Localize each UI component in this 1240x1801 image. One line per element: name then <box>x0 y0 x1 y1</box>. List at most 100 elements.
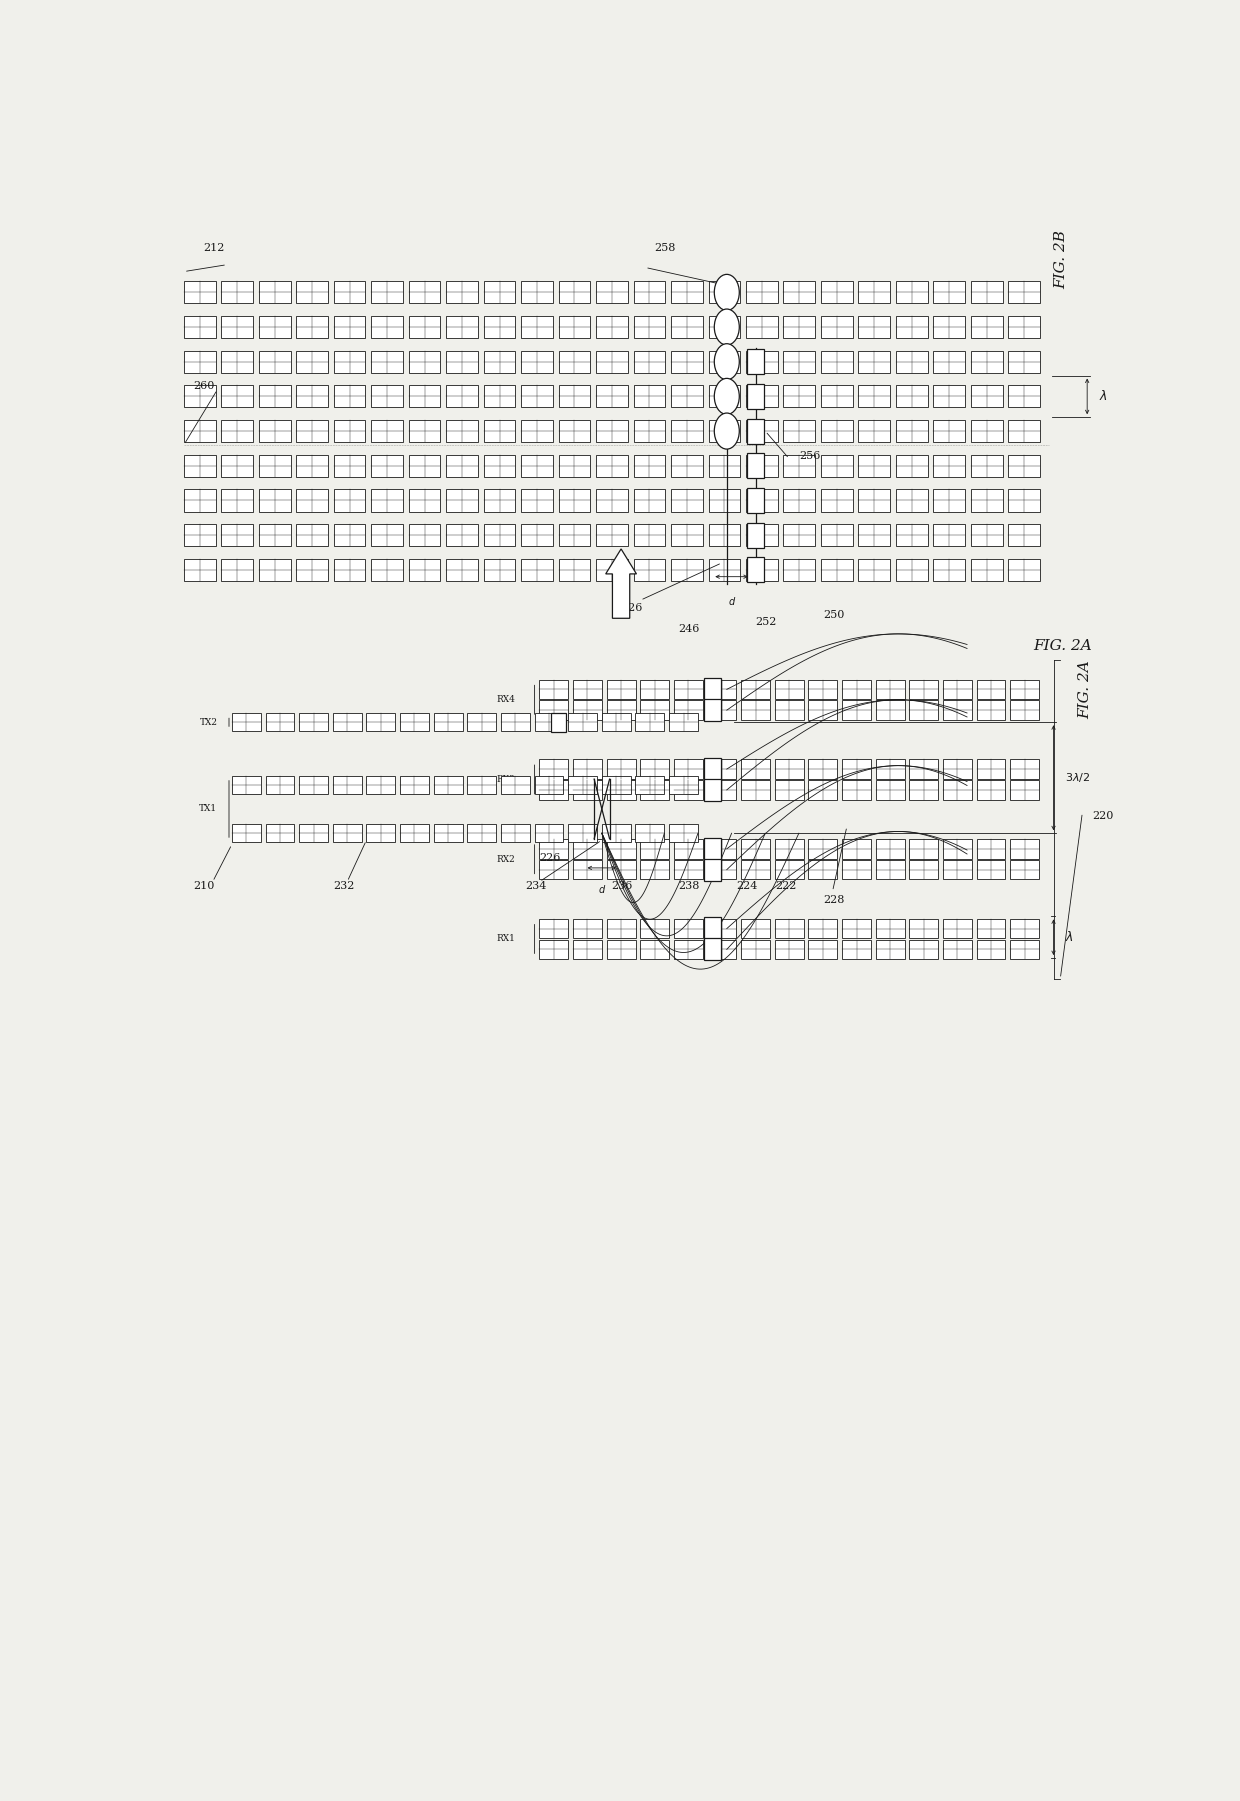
Bar <box>858 385 890 407</box>
Bar <box>221 490 253 511</box>
Bar <box>808 940 837 960</box>
Bar <box>501 825 529 843</box>
Bar <box>942 701 972 720</box>
Text: 232: 232 <box>332 881 355 891</box>
Bar <box>934 281 965 304</box>
Bar <box>409 281 440 304</box>
Bar <box>977 940 1006 960</box>
Bar <box>409 420 440 443</box>
Bar <box>596 281 627 304</box>
Bar <box>558 490 590 511</box>
Circle shape <box>714 378 739 414</box>
Bar <box>371 385 403 407</box>
Bar <box>558 385 590 407</box>
Bar <box>446 524 477 546</box>
Bar <box>897 454 928 477</box>
Bar <box>334 490 366 511</box>
Bar <box>634 558 666 582</box>
Bar <box>842 859 870 879</box>
Bar <box>708 454 740 477</box>
Bar <box>808 839 837 859</box>
Bar <box>971 385 1003 407</box>
Bar <box>265 825 294 843</box>
Bar <box>934 524 965 546</box>
Bar <box>675 679 703 699</box>
Bar <box>634 454 666 477</box>
Bar <box>521 524 553 546</box>
Bar <box>606 780 635 800</box>
Bar <box>784 385 815 407</box>
Bar <box>897 281 928 304</box>
Bar <box>704 699 720 720</box>
Text: TX1: TX1 <box>200 805 217 814</box>
Bar <box>821 281 853 304</box>
Bar <box>977 919 1006 938</box>
Bar <box>568 776 598 794</box>
Bar <box>634 524 666 546</box>
Bar <box>409 524 440 546</box>
Text: d: d <box>599 884 605 895</box>
Bar <box>334 558 366 582</box>
Bar <box>401 776 429 794</box>
Bar <box>708 859 737 879</box>
Bar <box>897 315 928 339</box>
Bar <box>573 859 601 879</box>
Bar <box>842 839 870 859</box>
Bar <box>534 776 563 794</box>
Bar <box>971 524 1003 546</box>
Bar <box>775 859 804 879</box>
Bar <box>484 315 516 339</box>
Bar <box>784 351 815 373</box>
Bar <box>221 558 253 582</box>
Bar <box>265 713 294 731</box>
Bar <box>334 454 366 477</box>
Bar <box>821 385 853 407</box>
Bar <box>821 454 853 477</box>
Bar <box>634 315 666 339</box>
Bar <box>521 315 553 339</box>
Bar <box>746 385 777 407</box>
Bar <box>708 679 737 699</box>
Text: TX2: TX2 <box>200 719 217 728</box>
Bar <box>640 780 670 800</box>
Circle shape <box>714 274 739 310</box>
Bar <box>746 349 764 375</box>
Text: RX1: RX1 <box>496 935 516 944</box>
Bar <box>334 385 366 407</box>
Bar <box>539 839 568 859</box>
Bar <box>558 315 590 339</box>
Bar <box>977 859 1006 879</box>
Bar <box>842 780 870 800</box>
Bar <box>909 701 939 720</box>
Bar <box>1008 490 1040 511</box>
Bar <box>708 919 737 938</box>
Bar <box>259 558 290 582</box>
Bar <box>551 713 567 731</box>
Bar <box>858 420 890 443</box>
Bar <box>573 701 601 720</box>
Bar <box>558 524 590 546</box>
Bar <box>434 825 463 843</box>
FancyArrow shape <box>605 549 636 618</box>
Bar <box>708 940 737 960</box>
Bar <box>977 780 1006 800</box>
Bar <box>858 351 890 373</box>
Bar <box>265 776 294 794</box>
Bar <box>1011 701 1039 720</box>
Bar <box>1008 315 1040 339</box>
Bar <box>640 760 670 778</box>
Bar <box>634 385 666 407</box>
Bar <box>371 454 403 477</box>
Bar <box>521 558 553 582</box>
Bar <box>858 281 890 304</box>
Bar <box>296 385 327 407</box>
Bar <box>875 839 905 859</box>
Bar <box>446 454 477 477</box>
Bar <box>875 679 905 699</box>
Bar <box>640 701 670 720</box>
Bar <box>573 780 601 800</box>
Text: FIG. 2A: FIG. 2A <box>1078 659 1092 719</box>
Bar <box>521 420 553 443</box>
Bar <box>1011 839 1039 859</box>
Bar <box>808 701 837 720</box>
